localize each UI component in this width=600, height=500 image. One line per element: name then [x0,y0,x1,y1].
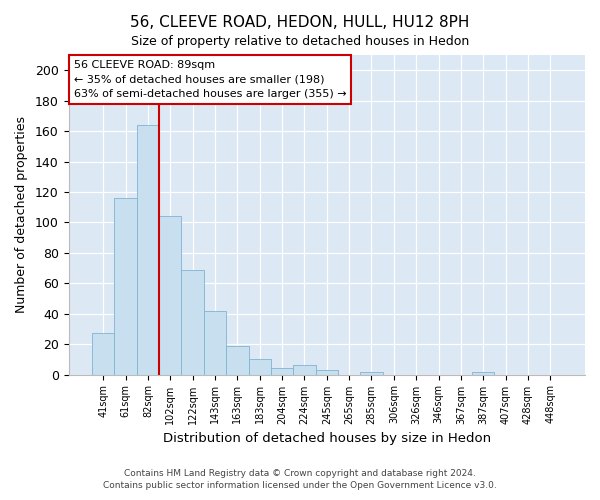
Bar [204,310,226,374]
Text: Contains HM Land Registry data © Crown copyright and database right 2024.
Contai: Contains HM Land Registry data © Crown c… [103,468,497,490]
Bar [293,366,316,374]
Bar [92,334,115,374]
Bar [472,372,494,374]
Bar [159,216,181,374]
Y-axis label: Number of detached properties: Number of detached properties [15,116,28,314]
Bar [248,360,271,374]
Text: Size of property relative to detached houses in Hedon: Size of property relative to detached ho… [131,35,469,48]
Bar [226,346,248,374]
Bar [361,372,383,374]
Text: 56 CLEEVE ROAD: 89sqm
← 35% of detached houses are smaller (198)
63% of semi-det: 56 CLEEVE ROAD: 89sqm ← 35% of detached … [74,60,346,100]
Bar [316,370,338,374]
Bar [115,198,137,374]
Bar [271,368,293,374]
Bar [137,125,159,374]
Bar [181,270,204,374]
X-axis label: Distribution of detached houses by size in Hedon: Distribution of detached houses by size … [163,432,491,445]
Text: 56, CLEEVE ROAD, HEDON, HULL, HU12 8PH: 56, CLEEVE ROAD, HEDON, HULL, HU12 8PH [130,15,470,30]
